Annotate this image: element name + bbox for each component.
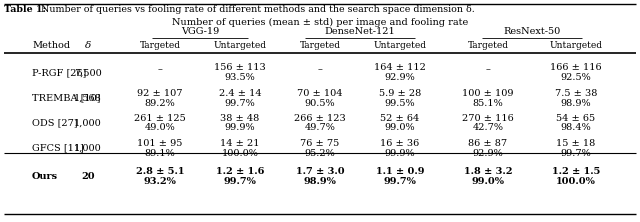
Text: 20: 20 [81,172,95,180]
Text: 86 ± 87: 86 ± 87 [468,139,508,147]
Text: 49.0%: 49.0% [145,123,175,133]
Text: 76 ± 75: 76 ± 75 [300,139,340,147]
Text: 101 ± 95: 101 ± 95 [138,139,182,147]
Text: 89.1%: 89.1% [145,149,175,157]
Text: Ours: Ours [32,172,58,180]
Text: 98.9%: 98.9% [303,176,337,186]
Text: Untargeted: Untargeted [214,40,266,50]
Text: 98.4%: 98.4% [561,123,591,133]
Text: 92.5%: 92.5% [561,73,591,83]
Text: 1.7 ± 3.0: 1.7 ± 3.0 [296,166,344,176]
Text: P-RGF [26]: P-RGF [26] [32,69,86,77]
Text: 1.1 ± 0.9: 1.1 ± 0.9 [376,166,424,176]
Text: 92 ± 107: 92 ± 107 [137,89,183,97]
Text: 1,000: 1,000 [74,143,102,153]
Text: 2.8 ± 5.1: 2.8 ± 5.1 [136,166,184,176]
Text: –: – [317,65,323,75]
Text: 166 ± 116: 166 ± 116 [550,63,602,73]
Text: 99.7%: 99.7% [225,99,255,107]
Text: 164 ± 112: 164 ± 112 [374,63,426,73]
Text: 89.2%: 89.2% [145,99,175,107]
Text: 1.8 ± 3.2: 1.8 ± 3.2 [464,166,512,176]
Text: 99.7%: 99.7% [223,176,257,186]
Text: 16 ± 36: 16 ± 36 [380,139,420,147]
Text: 99.9%: 99.9% [385,149,415,157]
Text: Targeted: Targeted [467,40,509,50]
Text: VGG-19: VGG-19 [181,28,219,36]
Text: 156 ± 113: 156 ± 113 [214,63,266,73]
Text: 1,568: 1,568 [74,93,102,103]
Text: 92.9%: 92.9% [385,73,415,83]
Text: 14 ± 21: 14 ± 21 [220,139,260,147]
Text: 1.2 ± 1.6: 1.2 ± 1.6 [216,166,264,176]
Text: 261 ± 125: 261 ± 125 [134,113,186,123]
Text: ResNext-50: ResNext-50 [504,28,561,36]
Text: 99.0%: 99.0% [385,123,415,133]
Text: 85.1%: 85.1% [472,99,504,107]
Text: 100 ± 109: 100 ± 109 [462,89,514,97]
Text: 99.5%: 99.5% [385,99,415,107]
Text: 7,500: 7,500 [74,69,102,77]
Text: 7.5 ± 38: 7.5 ± 38 [555,89,597,97]
Text: 70 ± 104: 70 ± 104 [297,89,343,97]
Text: Targeted: Targeted [300,40,340,50]
Text: 1,000: 1,000 [74,119,102,127]
Text: 2.4 ± 14: 2.4 ± 14 [219,89,261,97]
Text: DenseNet-121: DenseNet-121 [324,28,396,36]
Text: 100.0%: 100.0% [556,176,596,186]
Text: 93.2%: 93.2% [143,176,177,186]
Text: Method: Method [32,40,70,50]
Text: 270 ± 116: 270 ± 116 [462,113,514,123]
Text: 54 ± 65: 54 ± 65 [556,113,596,123]
Text: TREMBA [10]: TREMBA [10] [32,93,100,103]
Text: 99.7%: 99.7% [383,176,417,186]
Text: 1.2 ± 1.5: 1.2 ± 1.5 [552,166,600,176]
Text: 52 ± 64: 52 ± 64 [380,113,420,123]
Text: δ: δ [85,40,91,50]
Text: ODS [27]: ODS [27] [32,119,77,127]
Text: Targeted: Targeted [140,40,180,50]
Text: GFCS [11]: GFCS [11] [32,143,84,153]
Text: Number of queries (mean ± std) per image and fooling rate: Number of queries (mean ± std) per image… [172,18,468,27]
Text: 95.2%: 95.2% [305,149,335,157]
Text: 15 ± 18: 15 ± 18 [556,139,596,147]
Text: Untargeted: Untargeted [550,40,602,50]
Text: 99.0%: 99.0% [472,176,504,186]
Text: 98.9%: 98.9% [561,99,591,107]
Text: Number of queries vs fooling rate of different methods and the search space dime: Number of queries vs fooling rate of dif… [38,6,475,14]
Text: 99.9%: 99.9% [225,123,255,133]
Text: –: – [486,65,490,75]
Text: 93.5%: 93.5% [225,73,255,83]
Text: Table 1:: Table 1: [4,6,46,14]
Text: 90.5%: 90.5% [305,99,335,107]
Text: –: – [157,65,163,75]
Text: 266 ± 123: 266 ± 123 [294,113,346,123]
Text: 100.0%: 100.0% [221,149,259,157]
Text: 99.7%: 99.7% [561,149,591,157]
Text: 49.7%: 49.7% [305,123,335,133]
Text: 42.7%: 42.7% [472,123,504,133]
Text: 38 ± 48: 38 ± 48 [220,113,260,123]
Text: 92.9%: 92.9% [472,149,504,157]
Text: 5.9 ± 28: 5.9 ± 28 [379,89,421,97]
Text: Untargeted: Untargeted [374,40,426,50]
